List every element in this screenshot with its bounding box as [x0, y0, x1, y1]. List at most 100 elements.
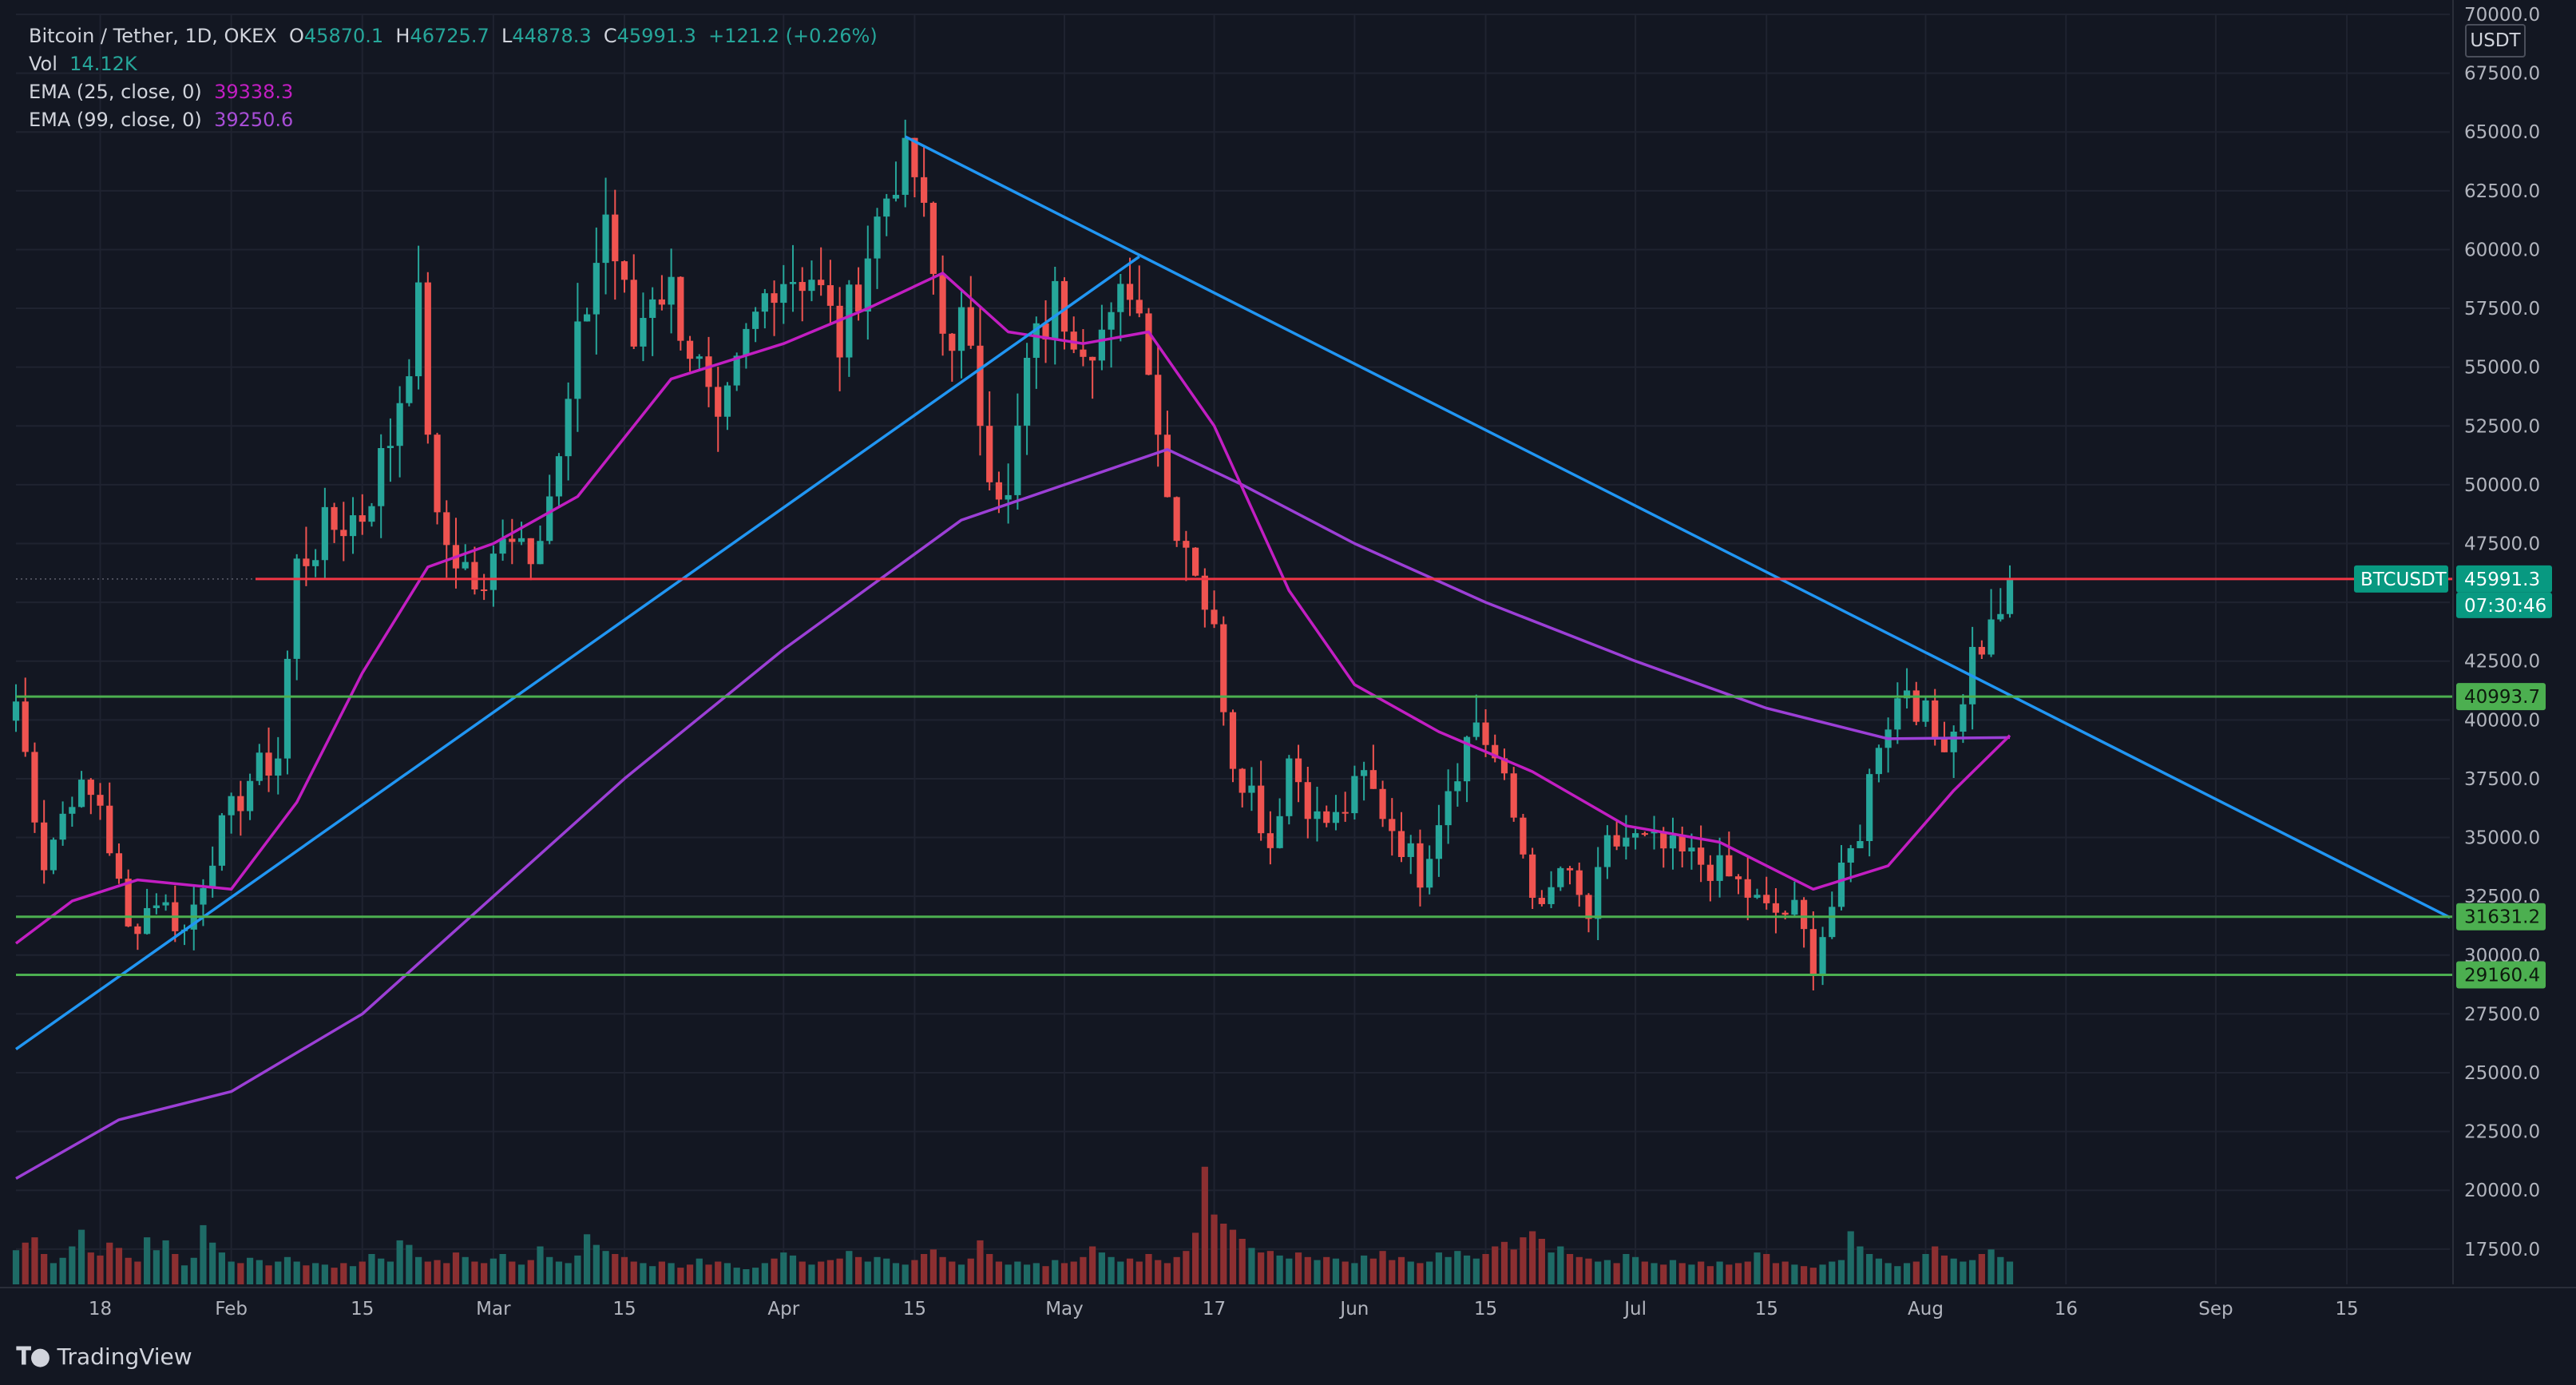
- candle-body: [649, 299, 656, 319]
- volume-bar: [1108, 1256, 1115, 1284]
- candle-body: [602, 214, 609, 264]
- volume-bar: [1052, 1260, 1059, 1284]
- volume-bar: [1454, 1251, 1461, 1284]
- candle-body: [743, 328, 750, 356]
- candle-body: [1286, 758, 1293, 816]
- support-price-badge: [2456, 903, 2546, 931]
- volume-bar: [1238, 1239, 1246, 1284]
- candle-body: [1726, 855, 1733, 877]
- price-tick-label: 62500.0: [2464, 181, 2540, 202]
- volume-bar: [1220, 1224, 1227, 1284]
- candle-body: [368, 506, 375, 522]
- low-value: 44878.3: [512, 25, 592, 47]
- volume-bar: [1613, 1263, 1620, 1284]
- tradingview-logo[interactable]: 𝐓● TradingView: [16, 1343, 192, 1371]
- candle-body: [1912, 690, 1920, 722]
- candle-body: [144, 907, 151, 935]
- volume-bar: [443, 1263, 450, 1284]
- time-tick-label: 17: [1203, 1299, 1226, 1320]
- volume-bar: [31, 1237, 38, 1284]
- candle-body: [677, 276, 684, 341]
- candle-body: [228, 796, 235, 816]
- volume-bar: [1763, 1254, 1770, 1284]
- volume-bar: [1791, 1264, 1798, 1284]
- volume-bar: [854, 1256, 862, 1284]
- candle-body: [1173, 497, 1180, 542]
- candle-body: [874, 216, 881, 259]
- volume-bar: [1472, 1258, 1480, 1284]
- volume-bar: [1557, 1246, 1564, 1284]
- volume-bar: [1829, 1261, 1836, 1284]
- candle-body: [22, 701, 29, 752]
- volume-bar: [22, 1242, 29, 1284]
- candle-body: [1117, 284, 1124, 312]
- candle-body: [331, 506, 338, 530]
- volume-bar: [386, 1261, 394, 1284]
- volume-bar: [939, 1256, 946, 1284]
- candle-body: [1163, 435, 1171, 498]
- high-value: 46725.7: [410, 25, 489, 47]
- candle-body: [1763, 895, 1770, 903]
- volume-bar: [1866, 1254, 1873, 1284]
- candle-body: [293, 558, 300, 659]
- candle-body: [1369, 770, 1377, 789]
- candle-body: [967, 307, 974, 346]
- volume-bar: [771, 1258, 778, 1284]
- volume-row[interactable]: Vol 14.12K: [29, 50, 878, 78]
- candle-body: [1595, 867, 1602, 919]
- candle-body: [705, 356, 712, 387]
- volume-bar: [1716, 1261, 1723, 1284]
- price-tick-label: 65000.0: [2464, 122, 2540, 143]
- candle-body: [1837, 862, 1845, 907]
- candle-body: [1678, 835, 1686, 851]
- volume-bar: [162, 1240, 169, 1284]
- candle-body: [1613, 835, 1620, 847]
- volume-bar: [1585, 1258, 1592, 1284]
- volume-bar: [1781, 1261, 1789, 1284]
- candle-body: [1032, 323, 1040, 358]
- close-value: 45991.3: [616, 25, 696, 47]
- volume-bar: [1276, 1255, 1283, 1284]
- volume-bar: [1641, 1261, 1648, 1284]
- candle-body: [134, 926, 141, 935]
- candle-body: [1238, 768, 1246, 793]
- volume-bar: [180, 1265, 188, 1284]
- candle-body: [771, 293, 778, 304]
- candle-body: [2006, 578, 2014, 614]
- support-price-badge: [2456, 683, 2546, 711]
- symbol-line: Bitcoin / Tether, 1D, OKEX: [29, 25, 277, 47]
- volume-bar: [1155, 1260, 1162, 1284]
- ema25-row[interactable]: EMA (25, close, 0) 39338.3: [29, 78, 878, 106]
- price-tick-label: 57500.0: [2464, 299, 2540, 319]
- volume-bar: [836, 1258, 843, 1284]
- candle-body: [1585, 895, 1592, 919]
- volume-bar: [1258, 1252, 1265, 1284]
- volume-bar: [1089, 1246, 1096, 1284]
- support-price-label: 40993.7: [2464, 687, 2540, 708]
- candle-body: [1688, 847, 1695, 851]
- volume-bar: [649, 1266, 656, 1284]
- currency-unit-button[interactable]: USDT: [2465, 24, 2526, 58]
- volume-bar: [574, 1255, 581, 1284]
- chart-legend: Bitcoin / Tether, 1D, OKEX O45870.1 H467…: [29, 22, 878, 134]
- candle-body: [686, 340, 694, 359]
- candle-body: [359, 515, 366, 522]
- volume-bar: [481, 1263, 488, 1284]
- candle-body: [1248, 785, 1255, 793]
- price-axis-labels: 17500.020000.022500.025000.027500.030000…: [2464, 5, 2540, 1260]
- open-value: 45870.1: [303, 25, 384, 47]
- candle-body: [246, 780, 254, 812]
- volume-bar: [312, 1263, 319, 1284]
- volume-bar: [125, 1257, 132, 1284]
- candle-body: [218, 815, 226, 866]
- candle-body: [125, 879, 132, 927]
- low-label: L: [501, 25, 513, 47]
- candle-body: [1258, 785, 1265, 834]
- ema99-row[interactable]: EMA (99, close, 0) 39250.6: [29, 106, 878, 134]
- time-tick-label: Jul: [1623, 1299, 1647, 1320]
- candle-body: [1089, 356, 1096, 361]
- volume-bar: [1005, 1264, 1012, 1284]
- volume-bar: [499, 1254, 506, 1284]
- volume-bar: [1847, 1231, 1854, 1284]
